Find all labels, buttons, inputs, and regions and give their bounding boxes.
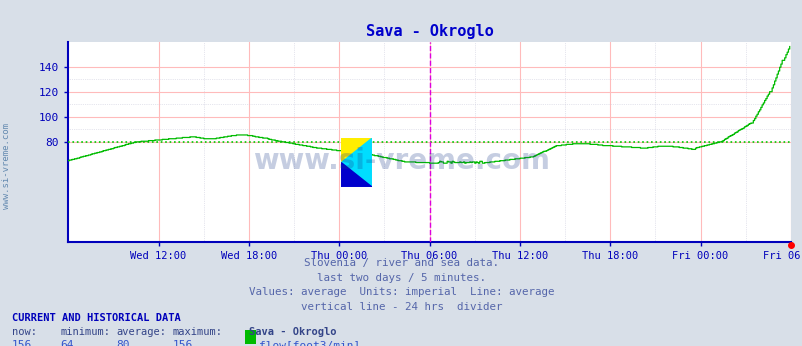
Text: Sava - Okroglo: Sava - Okroglo <box>249 327 336 337</box>
Polygon shape <box>341 163 371 187</box>
Text: 156: 156 <box>172 340 192 346</box>
Text: www.si-vreme.com: www.si-vreme.com <box>253 147 549 175</box>
Text: minimum:: minimum: <box>60 327 110 337</box>
Text: 80: 80 <box>116 340 130 346</box>
Text: flow[foot3/min]: flow[foot3/min] <box>259 340 360 346</box>
Polygon shape <box>341 138 371 187</box>
Text: Slovenia / river and sea data.
last two days / 5 minutes.
Values: average  Units: Slovenia / river and sea data. last two … <box>249 258 553 312</box>
Text: now:: now: <box>12 327 37 337</box>
Text: maximum:: maximum: <box>172 327 222 337</box>
Text: www.si-vreme.com: www.si-vreme.com <box>2 123 11 209</box>
Polygon shape <box>341 138 371 163</box>
Text: 156: 156 <box>12 340 32 346</box>
Text: 64: 64 <box>60 340 74 346</box>
Text: average:: average: <box>116 327 166 337</box>
Text: CURRENT AND HISTORICAL DATA: CURRENT AND HISTORICAL DATA <box>12 313 180 323</box>
Title: Sava - Okroglo: Sava - Okroglo <box>365 24 493 39</box>
